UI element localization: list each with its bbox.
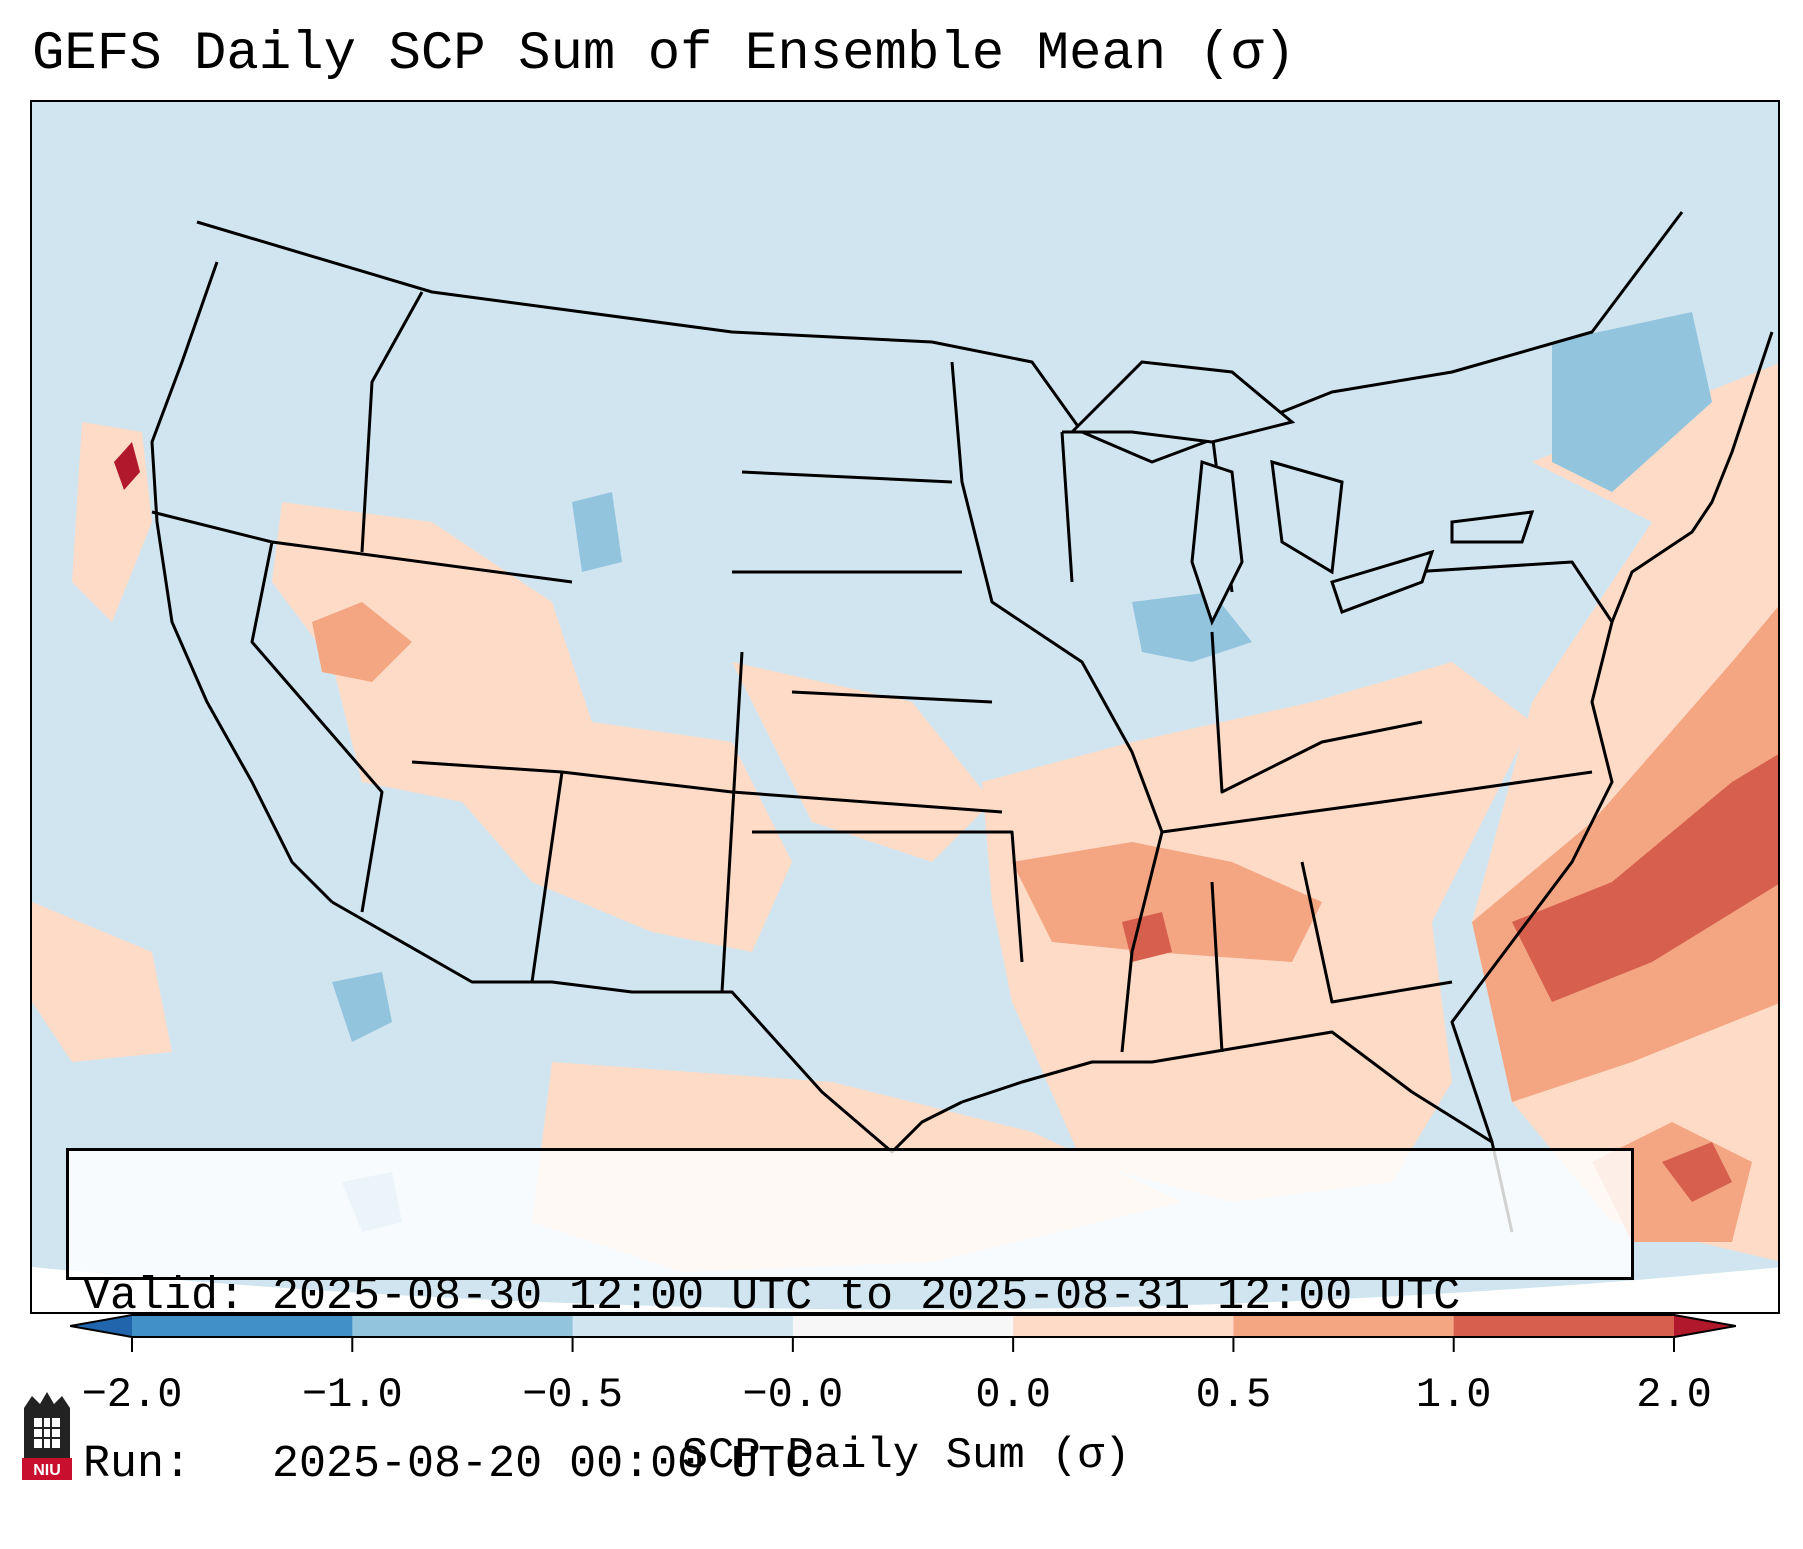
- valid-line: Valid: 2025-08-30 12:00 UTC to 2025-08-3…: [83, 1271, 1461, 1322]
- lake-ontario: [1450, 510, 1535, 544]
- state-line-ne-ks: [791, 690, 993, 704]
- niu-logo-window: [34, 1418, 60, 1448]
- projection-outside-area: [32, 1267, 1778, 1312]
- colorbar-segment-2: [572, 1314, 794, 1338]
- colorbar-tick-label-7: 2.0: [1636, 1371, 1712, 1419]
- anomaly-region-wyoming: [572, 492, 622, 572]
- anomaly-region-atlantic-core: [1512, 754, 1778, 1002]
- anomaly-region-great-basin: [272, 502, 792, 952]
- colorbar-tick-label-5: 0.5: [1195, 1371, 1272, 1419]
- state-line-nd-sd: [741, 470, 953, 484]
- us-canada-border: [196, 211, 1684, 464]
- anomaly-region-new-england: [1552, 312, 1712, 492]
- state-line-az-nm: [530, 771, 564, 983]
- us-west-coast: [150, 261, 334, 904]
- run-line: Run: 2025-08-20 00:00 UTC: [83, 1439, 813, 1490]
- lake-erie: [1330, 549, 1435, 614]
- lake-huron: [1270, 459, 1344, 575]
- us-east-coast: [1450, 331, 1774, 1143]
- colorbar-tick-label-0: −2.0: [81, 1371, 183, 1419]
- colorbar-segment-0: [132, 1314, 353, 1338]
- state-line-mn-wi: [1060, 431, 1074, 583]
- state-line-tn-ky: [1161, 770, 1593, 834]
- colorbar-extend-low: [70, 1314, 132, 1338]
- map-canvas: [32, 102, 1778, 1312]
- strong-anomaly-regions: [114, 442, 1778, 1202]
- state-line-co-ks: [730, 651, 744, 823]
- lake-superior: [1068, 360, 1296, 444]
- colorbar-tick-label-3: −0.0: [742, 1371, 844, 1419]
- lake-michigan: [1190, 459, 1244, 626]
- colorbar-ticks: [131, 1338, 1675, 1352]
- colorbar-tick-label-6: 1.0: [1415, 1371, 1492, 1419]
- anomaly-region-great-basin-core: [312, 602, 412, 682]
- state-line-pa-ny: [1411, 560, 1614, 623]
- niu-logo-text: NIU: [33, 1462, 61, 1479]
- niu-logo: NIU: [22, 1392, 72, 1480]
- anomaly-region-bahamas-core: [1662, 1142, 1732, 1202]
- colorbar-tick-label-1: −1.0: [301, 1371, 403, 1419]
- colorbar-segment-4: [1013, 1314, 1234, 1338]
- state-line-ga-sc: [1300, 861, 1453, 1004]
- colorbar-outline: [70, 1314, 1736, 1338]
- anomaly-region-nw-coast-core: [114, 442, 140, 490]
- anomaly-region-great-lakes: [1132, 592, 1252, 662]
- colorbar-tick-label-4: 0.0: [975, 1371, 1051, 1419]
- state-line-ok: [752, 830, 1024, 963]
- colorbar-tick-label-2: −0.5: [522, 1371, 623, 1419]
- us-mexico-border: [331, 900, 963, 1154]
- colorbar: [70, 1314, 1736, 1338]
- niu-logo-grid: [34, 1418, 60, 1448]
- colorbar-title: SCP Daily Sum (σ): [681, 1431, 1131, 1481]
- state-line-ga-al: [1210, 881, 1224, 1053]
- state-line-mississippi-river: [950, 361, 1164, 1053]
- niu-logo-banner: [22, 1458, 72, 1480]
- state-line-ohio: [1210, 631, 1423, 794]
- state-line-id-mt: [360, 291, 424, 553]
- us-gulf-coast: [961, 1030, 1514, 1233]
- state-line-4-corners: [411, 760, 1003, 814]
- colorbar-segment-6: [1453, 1314, 1675, 1338]
- map-panel[interactable]: [30, 100, 1780, 1314]
- state-line-ca-nv: [250, 541, 384, 913]
- colorbar-segment-5: [1233, 1314, 1455, 1338]
- anomaly-region-mississippi-core: [1122, 912, 1172, 962]
- anomaly-region-pacific-sw: [32, 902, 172, 1062]
- great-lakes: [1068, 360, 1535, 626]
- anomaly-region-plains: [732, 662, 992, 862]
- colorbar-extend-high: [1674, 1314, 1736, 1338]
- state-line-nm-tx: [720, 821, 734, 993]
- anomaly-region-baja: [332, 972, 392, 1042]
- boundaries: [150, 211, 1774, 1233]
- anomaly-region-deep-south: [1012, 842, 1322, 962]
- valid-time-box: Valid: 2025-08-30 12:00 UTC to 2025-08-3…: [66, 1148, 1634, 1490]
- colorbar-segment-3: [792, 1314, 1014, 1338]
- map-title: GEFS Daily SCP Sum of Ensemble Mean (σ): [32, 24, 1296, 85]
- colorbar-segment-1: [352, 1314, 574, 1338]
